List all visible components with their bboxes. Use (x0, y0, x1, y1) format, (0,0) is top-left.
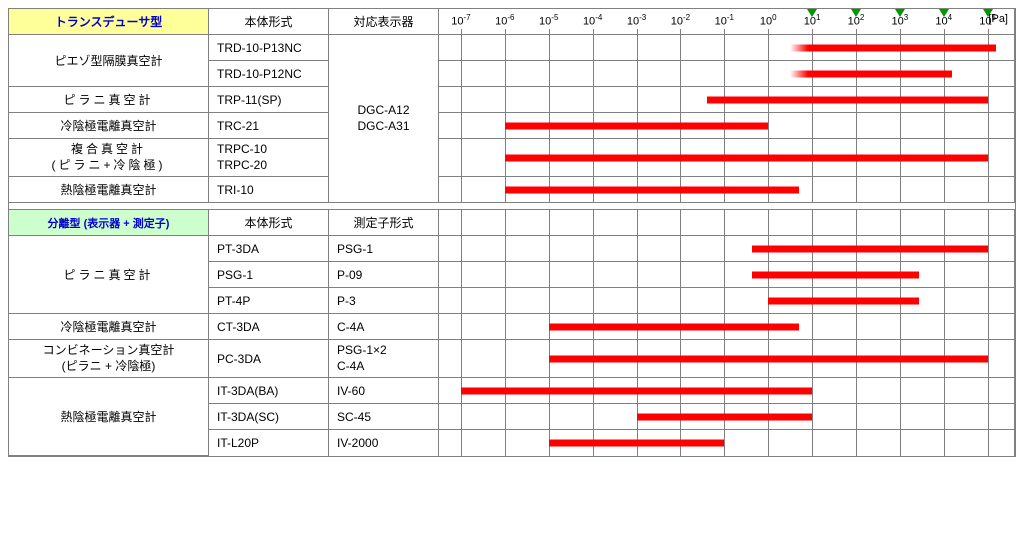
axis-marker-triangle (895, 9, 905, 17)
gauge-model: IT-L20P (209, 430, 329, 456)
axis-marker-triangle (851, 9, 861, 17)
range-bar (505, 186, 799, 193)
chart-grid (439, 430, 1014, 456)
range-cell (439, 404, 1015, 430)
section1-header-display: 対応表示器 (329, 9, 439, 35)
range-cell (439, 113, 1015, 139)
axis-tick-label: 10-2 (671, 13, 690, 28)
chart-grid (439, 262, 1014, 287)
gauge-model: PSG-1 (209, 262, 329, 288)
range-bar (768, 297, 919, 304)
range-bar (505, 154, 988, 161)
section2-header-sensor: 測定子形式 (329, 210, 439, 236)
chart-grid (439, 210, 1014, 235)
gauge-model: PC-3DA (209, 340, 329, 378)
axis-tick-label: 10-3 (627, 13, 646, 28)
range-bar (707, 96, 988, 103)
gauge-category: コンビネーション真空計(ピラニ + 冷陰極) (9, 340, 209, 378)
sensor-model: SC-45 (329, 404, 439, 430)
gauge-model: PT-4P (209, 288, 329, 314)
sensor-model: IV-60 (329, 378, 439, 404)
range-bar (549, 355, 988, 362)
gauge-model: IT-3DA(BA) (209, 378, 329, 404)
range-cell (439, 262, 1015, 288)
sensor-model: PSG-1 (329, 236, 439, 262)
range-cell (439, 288, 1015, 314)
range-cell (439, 236, 1015, 262)
range-cell (439, 61, 1015, 87)
range-cell (439, 378, 1015, 404)
axis-tick-label: 10-1 (715, 13, 734, 28)
gauge-model: TRD-10-P13NC (209, 35, 329, 61)
range-bar (637, 413, 813, 420)
range-cell (439, 87, 1015, 113)
range-cell (439, 35, 1015, 61)
range-cell (439, 430, 1015, 456)
range-bar (752, 245, 988, 252)
range-bar (752, 271, 919, 278)
sensor-model: C-4A (329, 314, 439, 340)
display-unit-models: DGC-A12DGC-A31 (329, 35, 439, 203)
sensor-model: P-09 (329, 262, 439, 288)
range-cell (439, 177, 1015, 203)
gauge-category: ピラニ真空計 (9, 87, 209, 113)
range-bar (505, 122, 768, 129)
gauge-category: 熱陰極電離真空計 (9, 177, 209, 203)
sensor-model: PSG-1×2C-4A (329, 340, 439, 378)
gauge-model: TRC-21 (209, 113, 329, 139)
gauge-model: TRPC-10TRPC-20 (209, 139, 329, 177)
pressure-axis: 10-710-610-510-410-310-210-1100101102103… (439, 9, 1015, 35)
range-cell (439, 314, 1015, 340)
gauge-category: 冷陰極電離真空計 (9, 314, 209, 340)
range-cell (439, 139, 1015, 177)
gauge-category: ピエゾ型隔膜真空計 (9, 35, 209, 87)
sensor-model: P-3 (329, 288, 439, 314)
axis-marker-triangle (807, 9, 817, 17)
axis-tick-label: 10-5 (539, 13, 558, 28)
chart-grid (439, 288, 1014, 313)
section1-header-model: 本体形式 (209, 9, 329, 35)
range-cell (439, 340, 1015, 378)
range-bar (549, 440, 725, 447)
gauge-model: PT-3DA (209, 236, 329, 262)
range-bar (790, 44, 995, 51)
sensor-model: IV-2000 (329, 430, 439, 456)
axis-tick-label: 10-4 (583, 13, 602, 28)
gauge-model: CT-3DA (209, 314, 329, 340)
range-bar (790, 70, 952, 77)
gauge-category: 冷陰極電離真空計 (9, 113, 209, 139)
gauge-model: TRP-11(SP) (209, 87, 329, 113)
range-bar (549, 323, 799, 330)
axis-unit: [Pa] (988, 13, 1008, 25)
axis-tick-label: 10-7 (451, 13, 470, 28)
section2-header-type: 分離型 (表示器 + 測定子) (9, 210, 209, 236)
range-bar (461, 387, 812, 394)
gauge-category: ピラニ真空計 (9, 236, 209, 314)
gauge-model: TRI-10 (209, 177, 329, 203)
gauge-model: TRD-10-P12NC (209, 61, 329, 87)
axis-tick-label: 100 (760, 13, 777, 28)
axis-tick-label: 10-6 (495, 13, 514, 28)
axis-marker-triangle (939, 9, 949, 17)
vacuum-gauge-range-chart: トランスデューサ型本体形式対応表示器10-710-610-510-410-310… (8, 8, 1016, 457)
gauge-category: 熱陰極電離真空計 (9, 378, 209, 456)
gauge-category: 複合真空計(ピラニ+冷陰極) (9, 139, 209, 177)
gauge-model: IT-3DA(SC) (209, 404, 329, 430)
section1-header-type: トランスデューサ型 (9, 9, 209, 35)
section2-header-model: 本体形式 (209, 210, 329, 236)
